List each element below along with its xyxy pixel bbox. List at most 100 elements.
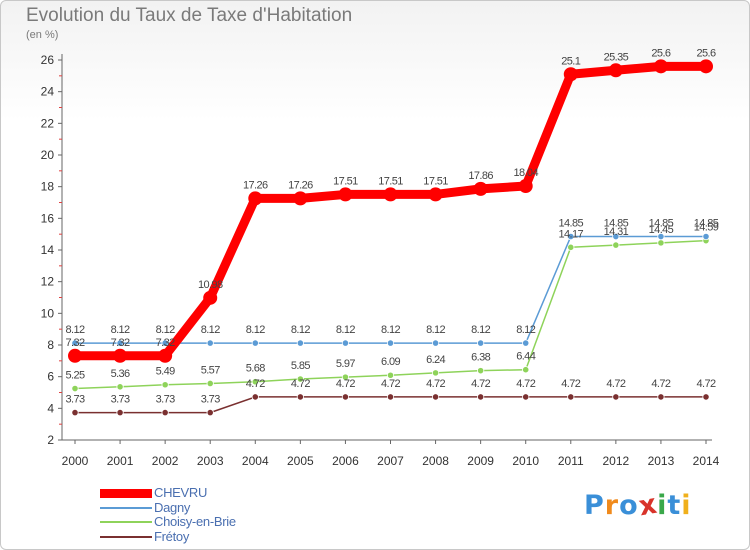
chart-title: Evolution du Taux de Taxe d'Habitation	[26, 5, 353, 26]
data-label: 8.12	[516, 324, 535, 336]
data-label: 7.32	[65, 337, 84, 349]
data-label: 25.35	[604, 51, 629, 63]
data-point	[702, 393, 710, 401]
data-point	[341, 393, 350, 401]
data-label: 18.04	[513, 167, 538, 179]
y-tick-label: 26	[41, 53, 55, 67]
data-point	[477, 367, 485, 375]
data-point	[248, 191, 263, 206]
data-label: 8.12	[471, 324, 490, 336]
data-label: 3.73	[65, 394, 84, 406]
data-point	[567, 232, 575, 241]
data-label: 17.51	[423, 175, 448, 187]
data-point	[203, 290, 218, 305]
y-tick-label: 20	[41, 148, 55, 162]
data-point	[657, 239, 665, 247]
data-point	[657, 393, 665, 401]
data-label: 17.51	[378, 175, 403, 187]
data-point	[612, 232, 620, 241]
legend-label: CHEVRU	[154, 485, 208, 501]
data-label: 6.38	[471, 352, 490, 364]
y-tick-label: 18	[41, 180, 55, 194]
x-tick-label: 2006	[332, 454, 359, 468]
data-label: 14.17	[559, 228, 584, 240]
data-label: 17.86	[468, 170, 493, 182]
data-label: 25.6	[696, 47, 715, 59]
data-point	[702, 232, 710, 241]
data-point	[341, 373, 350, 381]
data-label: 4.72	[336, 378, 355, 390]
data-label: 4.72	[246, 378, 265, 390]
data-point	[116, 339, 124, 347]
data-point	[518, 179, 533, 194]
data-label: 4.72	[606, 378, 625, 390]
data-point	[206, 379, 214, 388]
data-label: 8.12	[111, 324, 130, 336]
data-point	[296, 393, 304, 401]
y-tick-label: 16	[41, 211, 55, 225]
series-line-chevru	[70, 61, 711, 361]
x-tick-label: 2010	[512, 454, 539, 468]
x-tick-label: 2001	[107, 454, 134, 468]
data-point	[386, 339, 395, 347]
data-point	[251, 378, 259, 386]
data-label: 6.24	[426, 354, 445, 366]
data-point	[71, 409, 79, 417]
data-label: 4.72	[471, 378, 490, 390]
data-label: 8.12	[381, 324, 400, 336]
data-point	[206, 409, 214, 417]
data-label: 4.72	[516, 378, 535, 390]
x-tick-label: 2008	[422, 454, 449, 468]
data-point	[116, 409, 124, 417]
data-label: 3.73	[201, 394, 220, 406]
data-label: 8.12	[246, 324, 265, 336]
y-tick-label: 2	[47, 433, 54, 447]
data-point	[522, 366, 530, 374]
data-label: 4.72	[291, 378, 310, 390]
legend-swatch	[100, 488, 152, 498]
data-label: 8.12	[291, 324, 310, 336]
logo-letter: r	[604, 490, 620, 521]
logo-letter: t	[667, 490, 682, 521]
data-label: 14.85	[604, 218, 629, 230]
data-point	[473, 181, 488, 196]
data-label: 5.25	[65, 370, 84, 382]
data-label: 7.32	[111, 337, 130, 349]
data-point	[612, 393, 620, 401]
data-point	[428, 187, 443, 202]
data-label: 5.49	[156, 366, 175, 378]
legend-swatch	[100, 521, 152, 524]
x-tick-label: 2000	[62, 454, 89, 468]
y-tick-label: 8	[47, 338, 54, 352]
data-label: 4.72	[696, 378, 715, 390]
data-label: 7.32	[156, 337, 175, 349]
data-label: 8.12	[201, 324, 220, 336]
data-point	[431, 393, 440, 401]
y-tick-label: 10	[41, 306, 55, 320]
data-point	[71, 339, 79, 347]
legend-label: Choisy-en-Brie	[154, 514, 236, 530]
data-point	[71, 384, 79, 393]
data-point	[431, 369, 440, 377]
y-tick-label: 14	[41, 243, 55, 257]
data-label: 8.12	[156, 324, 175, 336]
data-point	[296, 339, 304, 347]
legend-label: Dagny	[154, 499, 191, 515]
data-point	[158, 348, 173, 363]
logo-letter: i	[681, 490, 692, 521]
data-label: 3.73	[111, 394, 130, 406]
data-label: 8.12	[65, 324, 84, 336]
data-label: 10.98	[198, 279, 223, 291]
data-point	[386, 393, 395, 401]
data-label: 17.51	[333, 175, 358, 187]
data-point	[699, 59, 713, 74]
proxiti-logo: Proxiti	[584, 489, 692, 523]
data-label: 5.85	[291, 360, 310, 372]
x-tick-label: 2005	[287, 454, 314, 468]
data-point	[386, 371, 395, 379]
y-tick-label: 24	[41, 85, 55, 99]
data-label: 17.26	[243, 179, 268, 191]
data-label: 25.6	[651, 47, 670, 59]
x-tick-label: 2011	[558, 454, 584, 468]
